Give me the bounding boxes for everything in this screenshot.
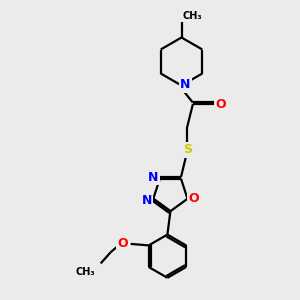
- Text: O: O: [189, 192, 200, 205]
- Text: CH₃: CH₃: [76, 267, 96, 277]
- Text: O: O: [118, 237, 128, 250]
- Text: S: S: [183, 143, 192, 156]
- Text: N: N: [148, 171, 158, 184]
- Text: N: N: [180, 78, 190, 92]
- Text: O: O: [216, 98, 226, 111]
- Text: N: N: [142, 194, 152, 207]
- Text: CH₃: CH₃: [182, 11, 202, 21]
